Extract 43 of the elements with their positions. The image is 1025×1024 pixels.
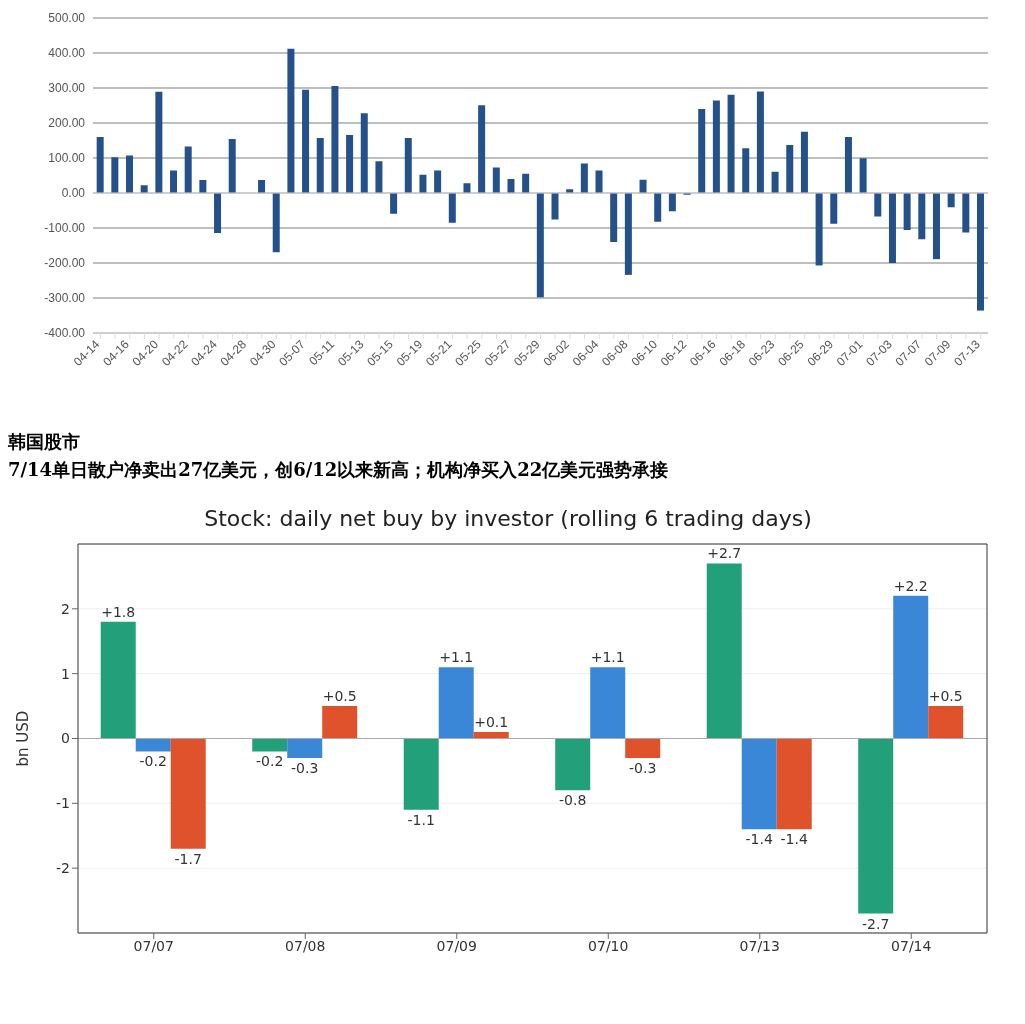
y-tick-label: 300.00 bbox=[48, 81, 86, 96]
y-tick-label: -400.00 bbox=[44, 326, 86, 341]
y-tick-label: 200.00 bbox=[48, 116, 86, 131]
text: 韩国股市 bbox=[8, 430, 81, 454]
y-tick-label: 2 bbox=[61, 600, 70, 617]
data-label: -0.2 bbox=[139, 753, 167, 770]
x-tick-label: 07/13 bbox=[739, 937, 780, 954]
x-tick-label: 07/07 bbox=[133, 937, 174, 954]
x-tick-label: 07/14 bbox=[891, 937, 932, 954]
y-tick-label: 0 bbox=[61, 730, 70, 747]
data-label: -1.1 bbox=[407, 811, 435, 828]
data-label: +1.1 bbox=[439, 649, 474, 666]
data-label: +2.2 bbox=[893, 577, 928, 594]
y-tick-label: -100.00 bbox=[44, 221, 86, 236]
data-label: -0.3 bbox=[629, 759, 657, 776]
data-label: -0.8 bbox=[559, 792, 587, 809]
x-tick-label: 07/08 bbox=[285, 937, 326, 954]
chart-title: Stock: daily net buy by investor (rolling 6 trading days) bbox=[203, 505, 813, 533]
data-label: -2.7 bbox=[862, 915, 890, 932]
data-label: -1.7 bbox=[174, 850, 202, 867]
y-tick-label: -1 bbox=[56, 795, 70, 812]
x-tick-label: 07/10 bbox=[588, 937, 629, 954]
text: 7/14单日散户净卖出27亿美元，创6/12以来新高；机构净买入22亿美元强势承接 bbox=[8, 458, 670, 482]
data-label: -0.3 bbox=[291, 759, 319, 776]
data-label: +2.7 bbox=[707, 545, 742, 562]
data-label: +1.1 bbox=[590, 649, 625, 666]
data-label: -1.4 bbox=[745, 831, 773, 848]
y-tick-label: -300.00 bbox=[44, 291, 86, 306]
data-label: -1.4 bbox=[780, 831, 808, 848]
data-label: +0.1 bbox=[474, 714, 509, 731]
data-label: +1.8 bbox=[101, 603, 136, 620]
data-label: -0.2 bbox=[256, 753, 284, 770]
y-tick-label: 100.00 bbox=[48, 151, 86, 166]
y-tick-label: -2 bbox=[56, 860, 70, 877]
data-label: +0.5 bbox=[322, 688, 357, 705]
y-tick-label: 500.00 bbox=[48, 11, 86, 26]
y-tick-label: 0.00 bbox=[61, 186, 86, 201]
y-axis-title: bn USD bbox=[14, 710, 33, 767]
data-label: +0.5 bbox=[928, 688, 963, 705]
y-tick-label: 400.00 bbox=[48, 46, 86, 61]
x-tick-label: 07/09 bbox=[436, 937, 477, 954]
y-tick-label: -200.00 bbox=[44, 256, 86, 271]
y-tick-label: 1 bbox=[61, 665, 70, 682]
